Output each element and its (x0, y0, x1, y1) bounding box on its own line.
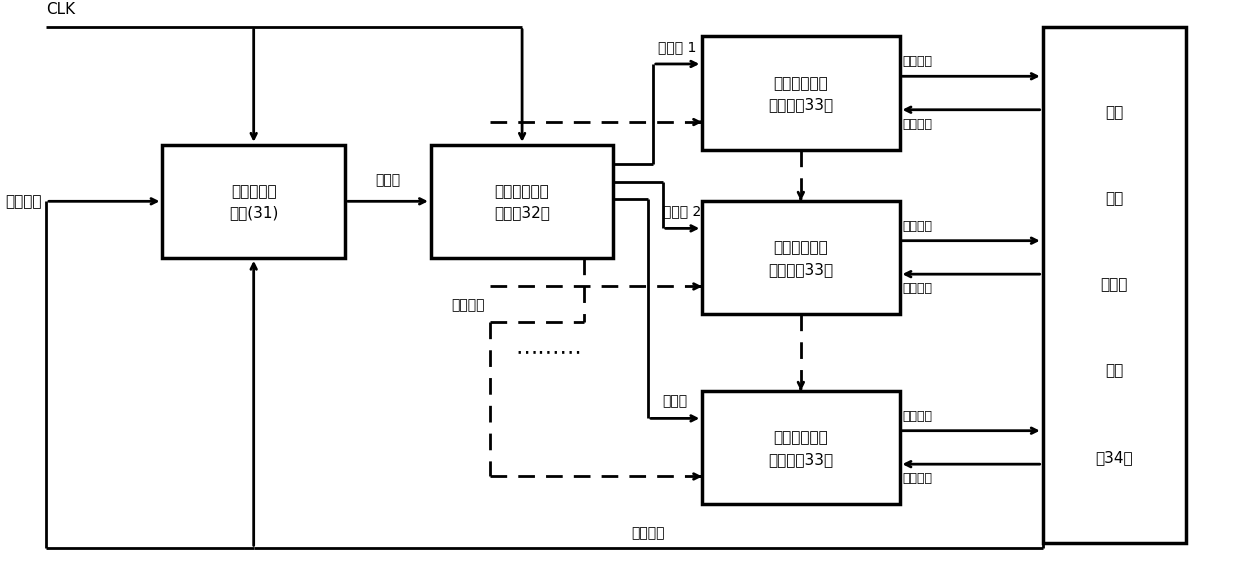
Text: CLK: CLK (46, 2, 76, 17)
Bar (430, 145, 614, 258)
Text: 有效信号: 有效信号 (903, 220, 932, 233)
Text: 有效信号: 有效信号 (903, 410, 932, 423)
Text: 子模块（33）: 子模块（33） (769, 97, 833, 112)
Text: 同步脉冲: 同步脉冲 (5, 194, 42, 209)
Text: 距离门: 距离门 (662, 394, 688, 409)
Text: 模块(31): 模块(31) (229, 206, 278, 221)
Text: 距离延迟子: 距离延迟子 (231, 184, 277, 199)
Text: 有效信号: 有效信号 (903, 55, 932, 68)
Bar (702, 201, 899, 314)
Text: 移位控制: 移位控制 (903, 117, 932, 131)
Text: 距离门 2: 距离门 2 (663, 205, 702, 218)
Text: 距离门产生子: 距离门产生子 (495, 184, 549, 199)
Text: 脉冲积累检测: 脉冲积累检测 (774, 240, 828, 255)
Text: 距离: 距离 (1105, 105, 1123, 120)
Text: 延迟控制: 延迟控制 (631, 527, 665, 540)
Text: 脉冲积累检测: 脉冲积累检测 (774, 76, 828, 91)
Text: （34）: （34） (1095, 450, 1133, 465)
Text: 距离门 1: 距离门 1 (658, 40, 697, 54)
Bar (702, 391, 899, 504)
Text: 脉冲积累检测: 脉冲积累检测 (774, 430, 828, 445)
Bar (1043, 27, 1185, 543)
Bar (702, 36, 899, 149)
Text: 移位控制: 移位控制 (903, 472, 932, 485)
Text: 跟踪门: 跟踪门 (376, 173, 401, 188)
Text: 子模块（33）: 子模块（33） (769, 262, 833, 277)
Text: 模块（32）: 模块（32） (495, 206, 551, 221)
Text: 延迟: 延迟 (1105, 192, 1123, 206)
Text: 控制子: 控制子 (1100, 278, 1128, 292)
Text: 移位控制: 移位控制 (903, 282, 932, 295)
Text: 视频脉冲: 视频脉冲 (451, 298, 485, 312)
Bar (162, 145, 345, 258)
Text: 模块: 模块 (1105, 364, 1123, 378)
Text: ⋯⋯⋯: ⋯⋯⋯ (516, 343, 583, 363)
Text: 子模块（33）: 子模块（33） (769, 452, 833, 467)
